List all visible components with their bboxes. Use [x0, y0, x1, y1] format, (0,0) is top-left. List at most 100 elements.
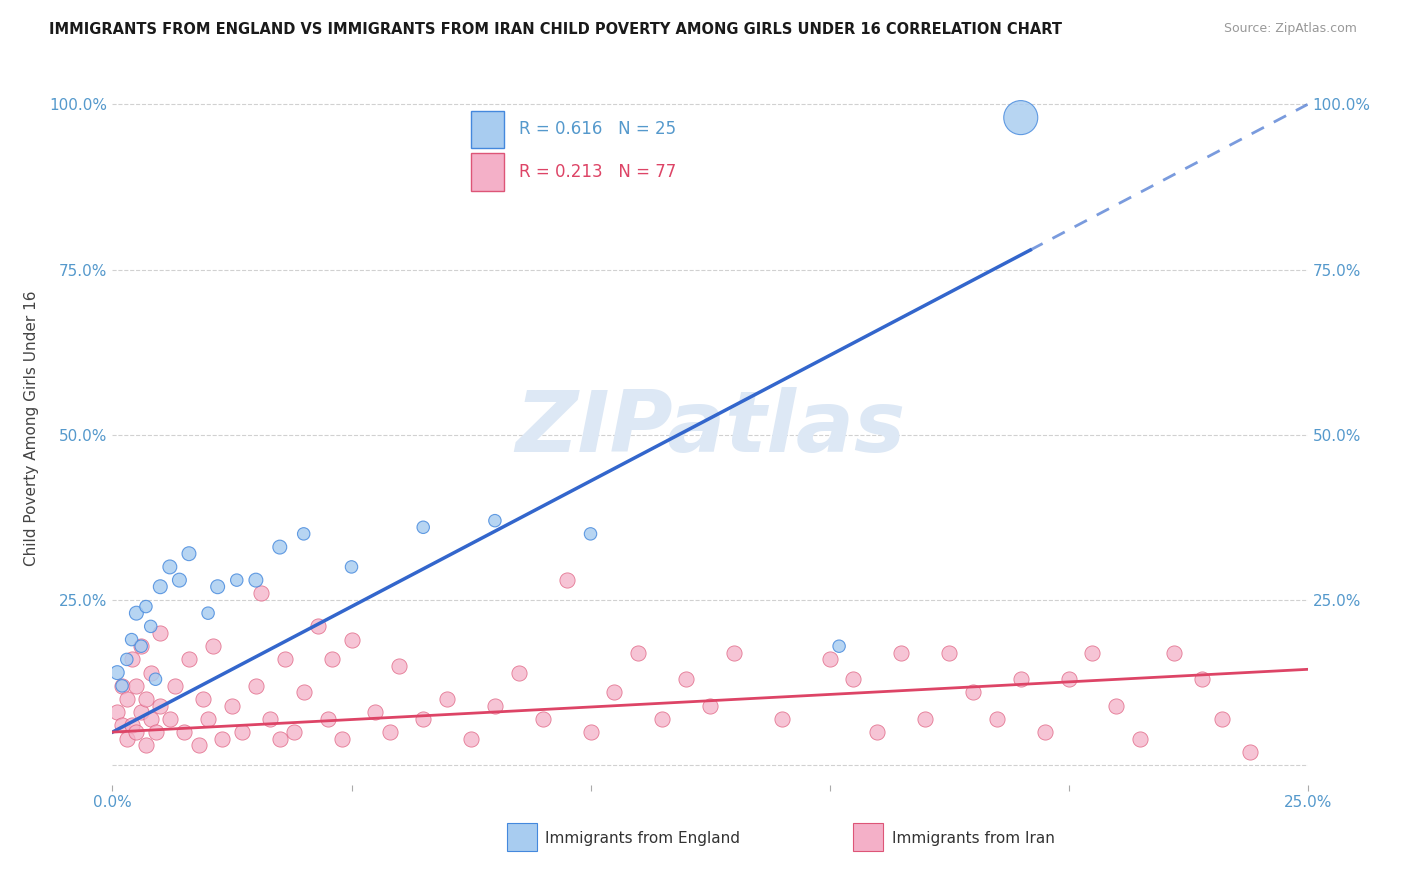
Point: [111, 679, 134, 693]
Point: [149, 698, 172, 713]
Point: [221, 698, 243, 713]
FancyBboxPatch shape: [471, 153, 505, 191]
Point: [249, 586, 271, 600]
Point: [292, 527, 315, 541]
Point: [962, 685, 984, 699]
Text: Immigrants from England: Immigrants from England: [546, 831, 740, 846]
Point: [149, 580, 172, 594]
Point: [129, 639, 152, 653]
FancyBboxPatch shape: [471, 111, 505, 148]
Point: [699, 698, 721, 713]
Point: [292, 685, 315, 699]
Point: [273, 652, 295, 666]
Point: [1129, 731, 1152, 746]
Point: [173, 725, 195, 739]
Point: [651, 712, 673, 726]
Point: [828, 639, 851, 653]
Text: Source: ZipAtlas.com: Source: ZipAtlas.com: [1223, 22, 1357, 36]
Point: [145, 725, 167, 739]
Text: R = 0.616   N = 25: R = 0.616 N = 25: [519, 120, 676, 138]
Point: [193, 692, 215, 706]
Y-axis label: Child Poverty Among Girls Under 16: Child Poverty Among Girls Under 16: [24, 291, 38, 566]
Point: [436, 692, 458, 706]
Point: [723, 646, 745, 660]
Point: [135, 599, 157, 614]
Point: [115, 652, 138, 666]
Point: [121, 632, 143, 647]
Point: [159, 560, 181, 574]
FancyBboxPatch shape: [853, 822, 883, 851]
Text: IMMIGRANTS FROM ENGLAND VS IMMIGRANTS FROM IRAN CHILD POVERTY AMONG GIRLS UNDER : IMMIGRANTS FROM ENGLAND VS IMMIGRANTS FR…: [49, 22, 1062, 37]
Point: [460, 731, 482, 746]
Point: [890, 646, 912, 660]
Point: [1033, 725, 1056, 739]
Point: [986, 712, 1008, 726]
Point: [1010, 111, 1032, 125]
Point: [508, 665, 530, 680]
Point: [135, 692, 157, 706]
Point: [115, 692, 138, 706]
Point: [207, 580, 229, 594]
Point: [269, 540, 291, 554]
Point: [818, 652, 841, 666]
Point: [121, 718, 143, 732]
Point: [1191, 672, 1213, 686]
Point: [105, 665, 128, 680]
Point: [169, 573, 191, 587]
Point: [269, 731, 291, 746]
Point: [245, 573, 267, 587]
Point: [555, 573, 578, 587]
Point: [938, 646, 960, 660]
Point: [675, 672, 697, 686]
Point: [330, 731, 353, 746]
Point: [1211, 712, 1233, 726]
FancyBboxPatch shape: [508, 822, 537, 851]
Point: [125, 725, 148, 739]
Point: [316, 712, 339, 726]
Point: [321, 652, 343, 666]
Point: [105, 706, 128, 720]
Point: [211, 731, 233, 746]
Point: [627, 646, 650, 660]
Point: [225, 573, 247, 587]
Point: [412, 520, 434, 534]
Point: [177, 547, 200, 561]
Text: Immigrants from Iran: Immigrants from Iran: [891, 831, 1054, 846]
Point: [603, 685, 626, 699]
Point: [914, 712, 936, 726]
Point: [111, 718, 134, 732]
Point: [378, 725, 401, 739]
Point: [145, 672, 167, 686]
Point: [1239, 745, 1261, 759]
Point: [121, 652, 143, 666]
Point: [115, 731, 138, 746]
Point: [159, 712, 181, 726]
Point: [484, 514, 506, 528]
Point: [245, 679, 267, 693]
Point: [135, 739, 157, 753]
Point: [197, 712, 219, 726]
Point: [231, 725, 253, 739]
Point: [197, 606, 219, 620]
Point: [412, 712, 434, 726]
Point: [259, 712, 281, 726]
Point: [1081, 646, 1104, 660]
Point: [163, 679, 186, 693]
Point: [283, 725, 305, 739]
Point: [770, 712, 793, 726]
Point: [139, 712, 162, 726]
Point: [484, 698, 506, 713]
Point: [1163, 646, 1185, 660]
Point: [388, 659, 411, 673]
Point: [139, 619, 162, 633]
Point: [340, 632, 363, 647]
Point: [307, 619, 329, 633]
Point: [177, 652, 200, 666]
Point: [340, 560, 363, 574]
Point: [139, 665, 162, 680]
Point: [201, 639, 224, 653]
Point: [125, 679, 148, 693]
Point: [129, 706, 152, 720]
Point: [1010, 672, 1032, 686]
Point: [531, 712, 554, 726]
